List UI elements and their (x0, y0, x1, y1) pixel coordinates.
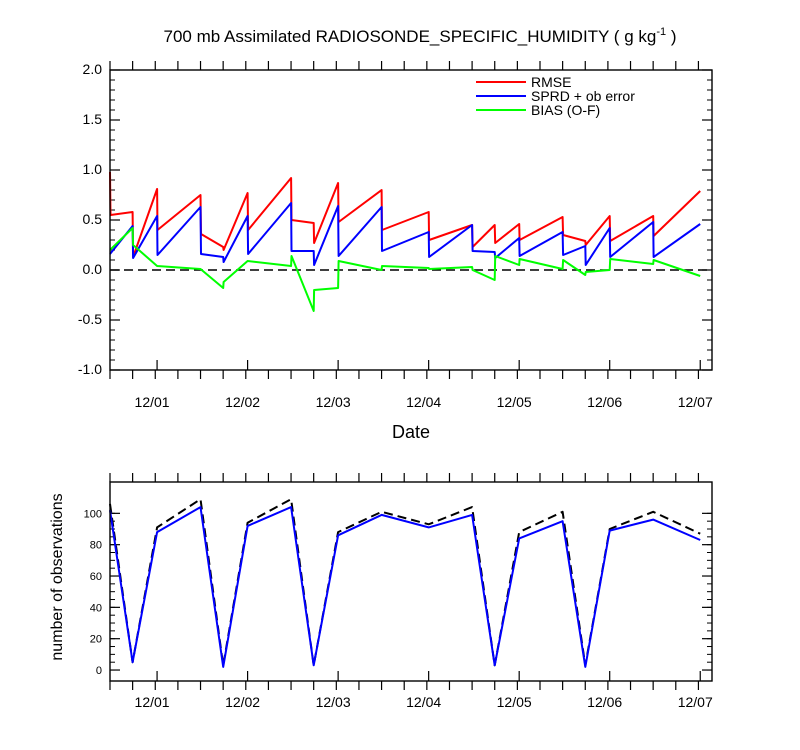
y-tick-label: 100 (84, 508, 102, 520)
x-axis-title: Date (392, 422, 430, 442)
y-tick-label: 1.5 (83, 111, 103, 127)
x-tick-label: 12/06 (587, 394, 622, 410)
y-tick-label: -1.0 (78, 361, 102, 377)
x-tick-label: 12/03 (316, 694, 351, 710)
x-tick-label: 12/02 (225, 694, 260, 710)
bottom-panel: number of observations 0 20 40 60 80 100 12/01… (49, 473, 713, 710)
y-tick-label: 0.5 (83, 211, 103, 227)
x-tick-label: 12/05 (497, 694, 532, 710)
x-tick-label: 12/02 (225, 394, 260, 410)
x-tick-label: 12/03 (316, 394, 351, 410)
y-tick-label: 60 (90, 571, 102, 583)
x-tick-label: 12/04 (406, 694, 441, 710)
series-line-bias-o-f (109, 227, 701, 312)
y-tick-label: 0.0 (83, 261, 103, 277)
y-tick-label: 1.0 (83, 161, 103, 177)
legend-label: RMSE (531, 74, 571, 90)
x-tick-label: 12/06 (587, 694, 622, 710)
y-tick-label: 0 (96, 665, 102, 677)
top-panel: 700 mb Assimilated RADIOSONDE_SPECIFIC_H… (78, 26, 713, 442)
series-line-rmse (109, 171, 701, 258)
series-line-used (109, 506, 701, 668)
y-tick-label: 2.0 (83, 61, 103, 77)
y-tick-label: 20 (90, 634, 102, 646)
series-line-sprd-ob-error (109, 202, 701, 266)
plot-frame (109, 481, 713, 682)
x-tick-label: 12/04 (406, 394, 441, 410)
y-tick-label: -0.5 (78, 311, 102, 327)
x-tick-label: 12/05 (497, 394, 532, 410)
plot-frame (109, 69, 713, 371)
legend-label: BIAS (O-F) (531, 102, 600, 118)
y-axis-title: number of observations (49, 493, 66, 660)
x-tick-label: 12/07 (678, 394, 713, 410)
chart-title: 700 mb Assimilated RADIOSONDE_SPECIFIC_H… (164, 26, 677, 46)
y-tick-label: 40 (90, 602, 102, 614)
legend-label: SPRD + ob error (531, 88, 635, 104)
y-tick-label: 80 (90, 540, 102, 552)
x-tick-label: 12/01 (135, 394, 170, 410)
series-line-possible (109, 498, 701, 667)
x-tick-label: 12/01 (135, 694, 170, 710)
x-tick-label: 12/07 (678, 694, 713, 710)
